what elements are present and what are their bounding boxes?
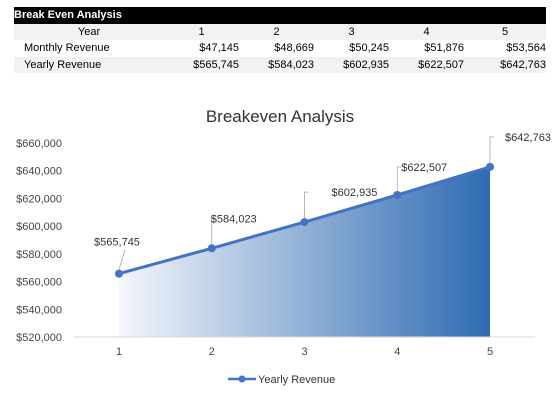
year-cell: 4 <box>389 23 464 40</box>
y-tick-label: $560,000 <box>16 277 62 289</box>
value-cell: $51,876 <box>389 40 464 57</box>
year-cell: 5 <box>464 23 547 40</box>
data-label-leader <box>304 191 309 219</box>
x-tick-label: 5 <box>487 346 493 358</box>
break-even-table: Break Even Analysis Year 1 2 3 4 5 Month… <box>14 7 547 73</box>
revenue-area <box>119 166 490 337</box>
year-header-label: Year <box>14 23 164 40</box>
y-tick-label: $580,000 <box>16 249 62 261</box>
value-cell: $48,669 <box>239 40 314 57</box>
y-tick-label: $600,000 <box>16 221 62 233</box>
value-cell: $50,245 <box>314 40 389 57</box>
table-title-row: Break Even Analysis <box>14 7 547 24</box>
y-tick-label: $620,000 <box>16 193 62 205</box>
x-tick-label: 3 <box>301 346 307 358</box>
breakeven-chart: Breakeven Analysis $520,000 $540,000 $560,… <box>16 107 551 386</box>
row-label: Yearly Revenue <box>14 56 164 73</box>
x-tick-label: 4 <box>394 346 400 358</box>
table-header-row: Year 1 2 3 4 5 <box>14 23 547 40</box>
data-label: $622,507 <box>401 162 447 174</box>
table-row: Yearly Revenue $565,745 $584,023 $602,93… <box>14 56 547 73</box>
legend-label: Yearly Revenue <box>258 374 335 386</box>
value-cell: $622,507 <box>389 56 464 73</box>
chart-legend: Yearly Revenue <box>228 374 335 386</box>
data-label: $642,763 <box>505 132 551 144</box>
value-cell: $53,564 <box>464 40 547 57</box>
data-label: $565,745 <box>94 237 140 249</box>
data-point <box>300 218 309 227</box>
data-label: $584,023 <box>211 213 257 225</box>
data-label-leader <box>489 136 494 163</box>
y-tick-label: $520,000 <box>16 332 62 344</box>
y-tick-label: $660,000 <box>16 138 62 150</box>
year-cell: 1 <box>164 23 239 40</box>
data-point <box>393 190 402 199</box>
row-label: Monthly Revenue <box>14 40 164 57</box>
legend-marker <box>238 375 246 383</box>
value-cell: $602,935 <box>314 56 389 73</box>
data-label: $602,935 <box>332 187 378 199</box>
y-tick-label: $640,000 <box>16 166 62 178</box>
data-label-leader <box>211 217 216 245</box>
data-point <box>115 269 123 278</box>
year-cell: 3 <box>314 23 389 40</box>
value-cell: $47,145 <box>164 40 239 57</box>
table-title: Break Even Analysis <box>14 7 547 24</box>
year-cell: 2 <box>239 23 314 40</box>
value-cell: $642,763 <box>464 56 547 73</box>
y-tick-label: $540,000 <box>16 304 62 316</box>
value-cell: $584,023 <box>239 56 314 73</box>
x-tick-label: 2 <box>209 346 215 358</box>
value-cell: $565,745 <box>164 56 239 73</box>
data-point <box>207 244 216 253</box>
x-tick-label: 1 <box>116 346 122 358</box>
data-label-leader <box>396 166 402 191</box>
data-point <box>486 162 494 171</box>
data-label-leader <box>118 249 126 270</box>
table-row: Monthly Revenue $47,145 $48,669 $50,245 … <box>14 40 547 57</box>
chart-title: Breakeven Analysis <box>206 107 354 126</box>
